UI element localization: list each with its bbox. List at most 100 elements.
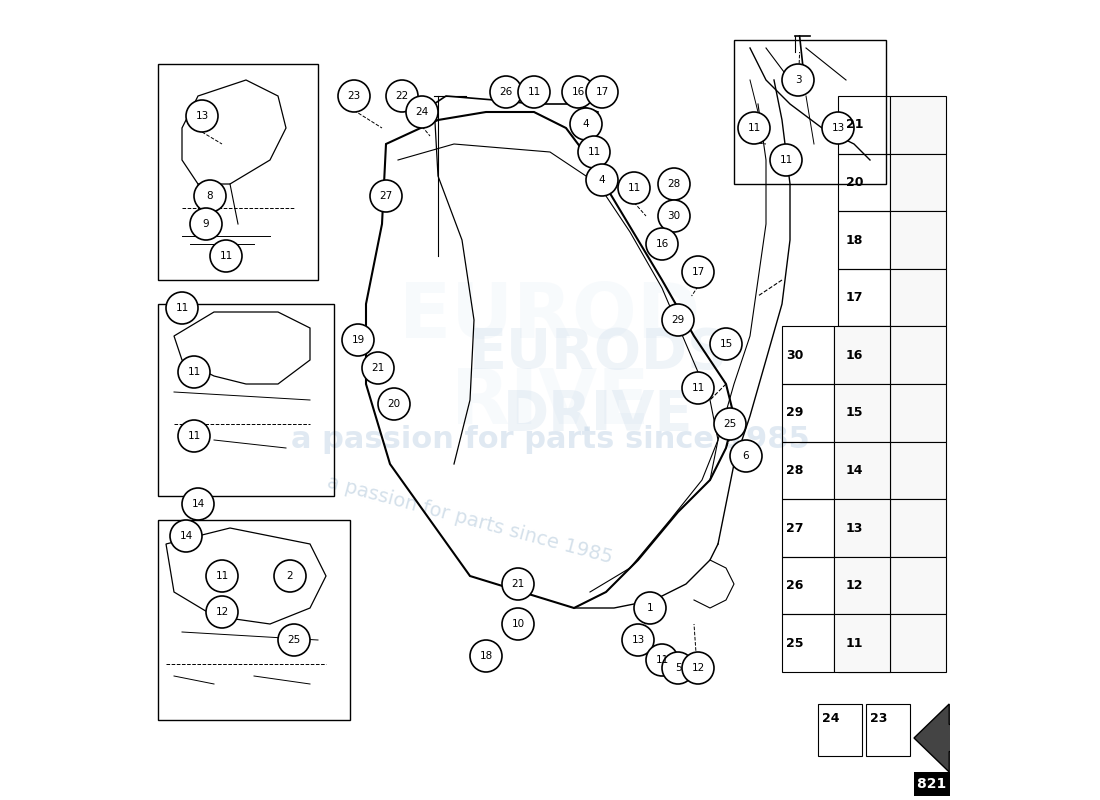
Circle shape — [210, 240, 242, 272]
Text: 13: 13 — [631, 635, 645, 645]
Text: 15: 15 — [846, 406, 864, 419]
Circle shape — [822, 112, 854, 144]
Circle shape — [682, 652, 714, 684]
Circle shape — [182, 488, 214, 520]
Circle shape — [470, 640, 502, 672]
Text: 13: 13 — [832, 123, 845, 133]
Bar — [782, 442, 834, 499]
Circle shape — [206, 596, 238, 628]
Text: 25: 25 — [724, 419, 737, 429]
Bar — [782, 499, 834, 557]
Circle shape — [618, 172, 650, 204]
Circle shape — [186, 100, 218, 132]
Text: 22: 22 — [395, 91, 408, 101]
Bar — [834, 326, 890, 384]
Bar — [838, 557, 890, 614]
Text: 11: 11 — [627, 183, 640, 193]
Circle shape — [518, 76, 550, 108]
Text: 11: 11 — [187, 367, 200, 377]
Text: 21: 21 — [512, 579, 525, 589]
Text: 26: 26 — [499, 87, 513, 97]
Circle shape — [274, 560, 306, 592]
Text: 2: 2 — [287, 571, 294, 581]
Bar — [890, 326, 946, 384]
Text: 11: 11 — [587, 147, 601, 157]
Bar — [834, 442, 890, 499]
Circle shape — [586, 164, 618, 196]
Circle shape — [714, 408, 746, 440]
Circle shape — [378, 388, 410, 420]
Text: 14: 14 — [179, 531, 192, 541]
Circle shape — [170, 520, 202, 552]
Circle shape — [502, 608, 534, 640]
Text: 18: 18 — [480, 651, 493, 661]
Bar — [890, 154, 946, 211]
Text: 23: 23 — [870, 712, 888, 725]
Text: 25: 25 — [287, 635, 300, 645]
Circle shape — [662, 304, 694, 336]
Circle shape — [406, 96, 438, 128]
Text: 23: 23 — [348, 91, 361, 101]
Circle shape — [578, 136, 610, 168]
Circle shape — [646, 228, 678, 260]
Text: 11: 11 — [219, 251, 232, 261]
Text: 11: 11 — [846, 637, 864, 650]
Bar — [838, 96, 890, 154]
Circle shape — [178, 356, 210, 388]
Text: 10: 10 — [512, 619, 525, 629]
Text: 28: 28 — [786, 464, 803, 477]
Text: a passion for parts since 1985: a passion for parts since 1985 — [326, 473, 615, 567]
Bar — [834, 384, 890, 442]
Bar — [890, 269, 946, 326]
Text: 17: 17 — [846, 291, 864, 304]
Bar — [834, 557, 890, 614]
Bar — [158, 520, 350, 720]
Circle shape — [362, 352, 394, 384]
Text: 19: 19 — [351, 335, 364, 345]
Bar — [838, 384, 890, 442]
Text: 28: 28 — [668, 179, 681, 189]
Circle shape — [206, 560, 238, 592]
Bar — [782, 326, 834, 384]
Circle shape — [621, 624, 654, 656]
Text: 24: 24 — [416, 107, 429, 117]
Text: 24: 24 — [822, 712, 839, 725]
Text: 11: 11 — [527, 87, 540, 97]
Text: 27: 27 — [379, 191, 393, 201]
Text: 29: 29 — [786, 406, 803, 419]
Text: 13: 13 — [846, 522, 864, 534]
Circle shape — [782, 64, 814, 96]
Circle shape — [738, 112, 770, 144]
Polygon shape — [914, 704, 978, 772]
Text: 1: 1 — [647, 603, 653, 613]
Bar — [734, 40, 886, 184]
Text: 6: 6 — [742, 451, 749, 461]
Circle shape — [570, 108, 602, 140]
Circle shape — [338, 80, 370, 112]
Circle shape — [190, 208, 222, 240]
Text: 21: 21 — [372, 363, 385, 373]
Circle shape — [682, 256, 714, 288]
Circle shape — [770, 144, 802, 176]
Bar — [838, 211, 890, 269]
Circle shape — [634, 592, 665, 624]
Circle shape — [166, 292, 198, 324]
Circle shape — [646, 644, 678, 676]
Text: 11: 11 — [692, 383, 705, 393]
Circle shape — [662, 652, 694, 684]
Circle shape — [194, 180, 226, 212]
Bar — [890, 442, 946, 499]
Bar — [838, 614, 890, 672]
Bar — [838, 269, 890, 326]
Text: 15: 15 — [719, 339, 733, 349]
Text: 11: 11 — [175, 303, 188, 313]
Circle shape — [370, 180, 402, 212]
Bar — [782, 614, 834, 672]
Circle shape — [710, 328, 742, 360]
Circle shape — [278, 624, 310, 656]
Text: 27: 27 — [786, 522, 803, 534]
Text: 4: 4 — [598, 175, 605, 185]
Circle shape — [502, 568, 534, 600]
Text: 14: 14 — [191, 499, 205, 509]
Bar — [890, 96, 946, 154]
